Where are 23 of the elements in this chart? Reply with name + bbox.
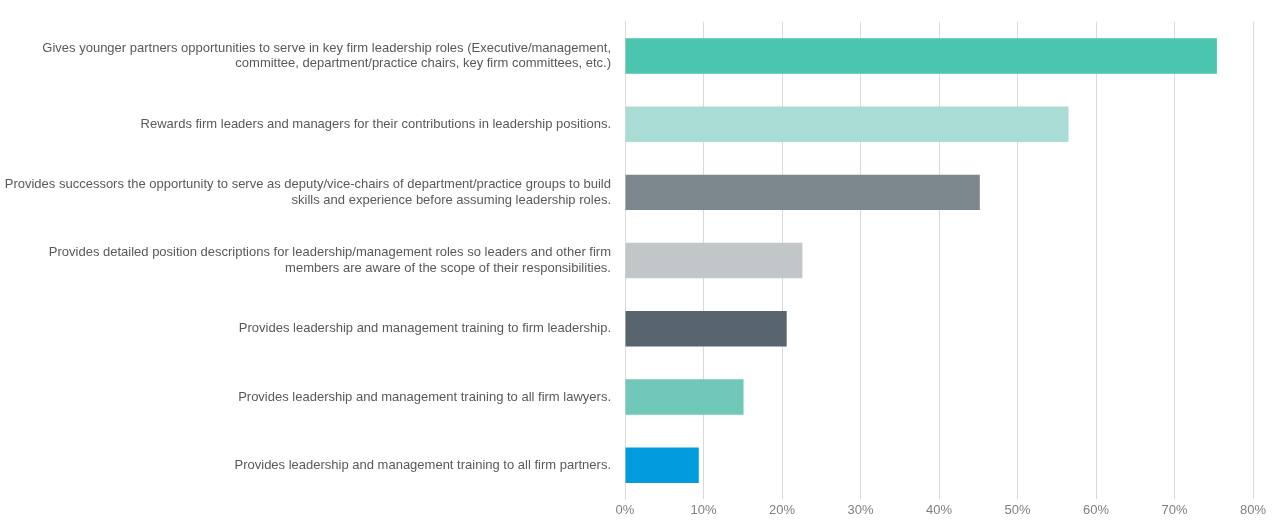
- x-tick-label: 10%: [690, 501, 717, 517]
- y-tick-label: Provides successors the opportunity to serve as deputy/vice-chairs of department/practice groups to build skills and experience before assuming leadership roles.: [4, 176, 611, 207]
- x-tick-label: 70%: [1161, 501, 1188, 517]
- y-tick-label: Gives younger partners opportunities to serve in key firm leadership roles (Executive/management, committee, department/practice chairs, key firm committees, etc.): [42, 39, 611, 71]
- y-tick-label: Provides leadership and management training to firm leadership.: [238, 320, 611, 336]
- bar: [625, 174, 980, 211]
- x-tick-label: 20%: [768, 501, 796, 517]
- y-tick-label: Rewards firm leaders and managers for their contributions in leadership positions.: [140, 115, 611, 131]
- y-tick-label: Provides detailed position descriptions for leadership/management roles so leaders and other firm members are aware of the scope of their responsibilities.: [48, 244, 611, 275]
- x-tick-label: 80%: [1239, 501, 1267, 517]
- bar: [625, 311, 787, 347]
- y-tick-label: Provides leadership and management training to all firm partners.: [234, 456, 611, 472]
- bar: [625, 106, 1069, 142]
- y-tick-label: Provides leadership and management training to all firm lawyers.: [238, 388, 611, 404]
- bar: [625, 447, 699, 484]
- bar: [625, 38, 1217, 74]
- x-tick-label: 40%: [925, 501, 953, 517]
- bar: [625, 379, 744, 415]
- bar: [625, 242, 803, 279]
- x-tick-label: 50%: [1004, 501, 1031, 517]
- x-tick-label: 60%: [1082, 501, 1110, 517]
- x-tick-label: 0%: [615, 501, 635, 517]
- x-tick-label: 30%: [847, 501, 874, 517]
